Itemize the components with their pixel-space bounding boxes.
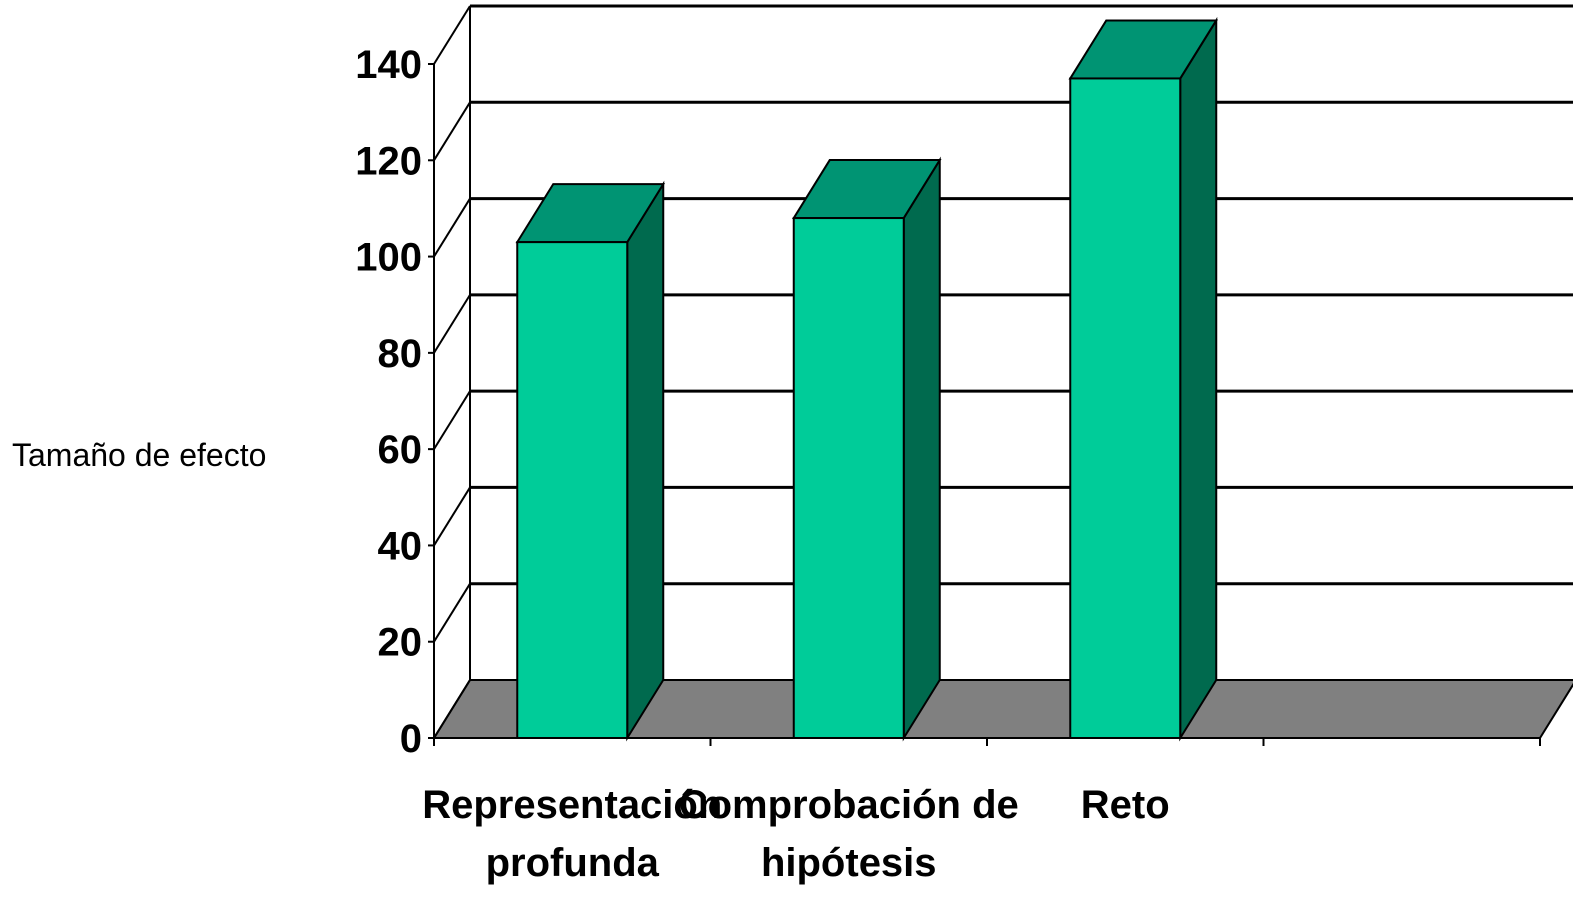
y-tick-label: 100: [355, 236, 422, 280]
x-category-label: Reto: [1081, 783, 1170, 827]
y-tick-label: 0: [400, 717, 422, 761]
side-wall-line: [433, 679, 471, 739]
bar-side: [626, 180, 665, 742]
y-tick-label: 40: [378, 524, 423, 568]
bar: [516, 241, 629, 739]
side-wall-line: [433, 390, 471, 450]
bar: [1069, 77, 1182, 739]
y-axis-label: Tamaño de efecto: [12, 437, 267, 473]
side-wall-line: [433, 101, 471, 161]
bar-side: [1179, 16, 1218, 742]
x-category-label: Representación: [422, 783, 722, 827]
y-tick-label: 80: [378, 332, 423, 376]
y-tick-label: 60: [378, 428, 423, 472]
bar: [792, 217, 905, 740]
y-tick-label: 140: [355, 43, 422, 87]
side-wall-line: [433, 294, 471, 354]
side-wall-line: [433, 198, 471, 258]
side-wall-line: [433, 486, 471, 546]
x-category-label: hipótesis: [761, 841, 937, 885]
side-wall-line: [433, 5, 471, 65]
side-wall-line: [433, 583, 471, 643]
x-category-label: profunda: [486, 841, 660, 885]
y-tick-label: 20: [378, 621, 423, 665]
bar-side: [902, 156, 941, 742]
x-category-label: Comprobación de: [679, 783, 1019, 827]
y-tick-label: 120: [355, 139, 422, 183]
